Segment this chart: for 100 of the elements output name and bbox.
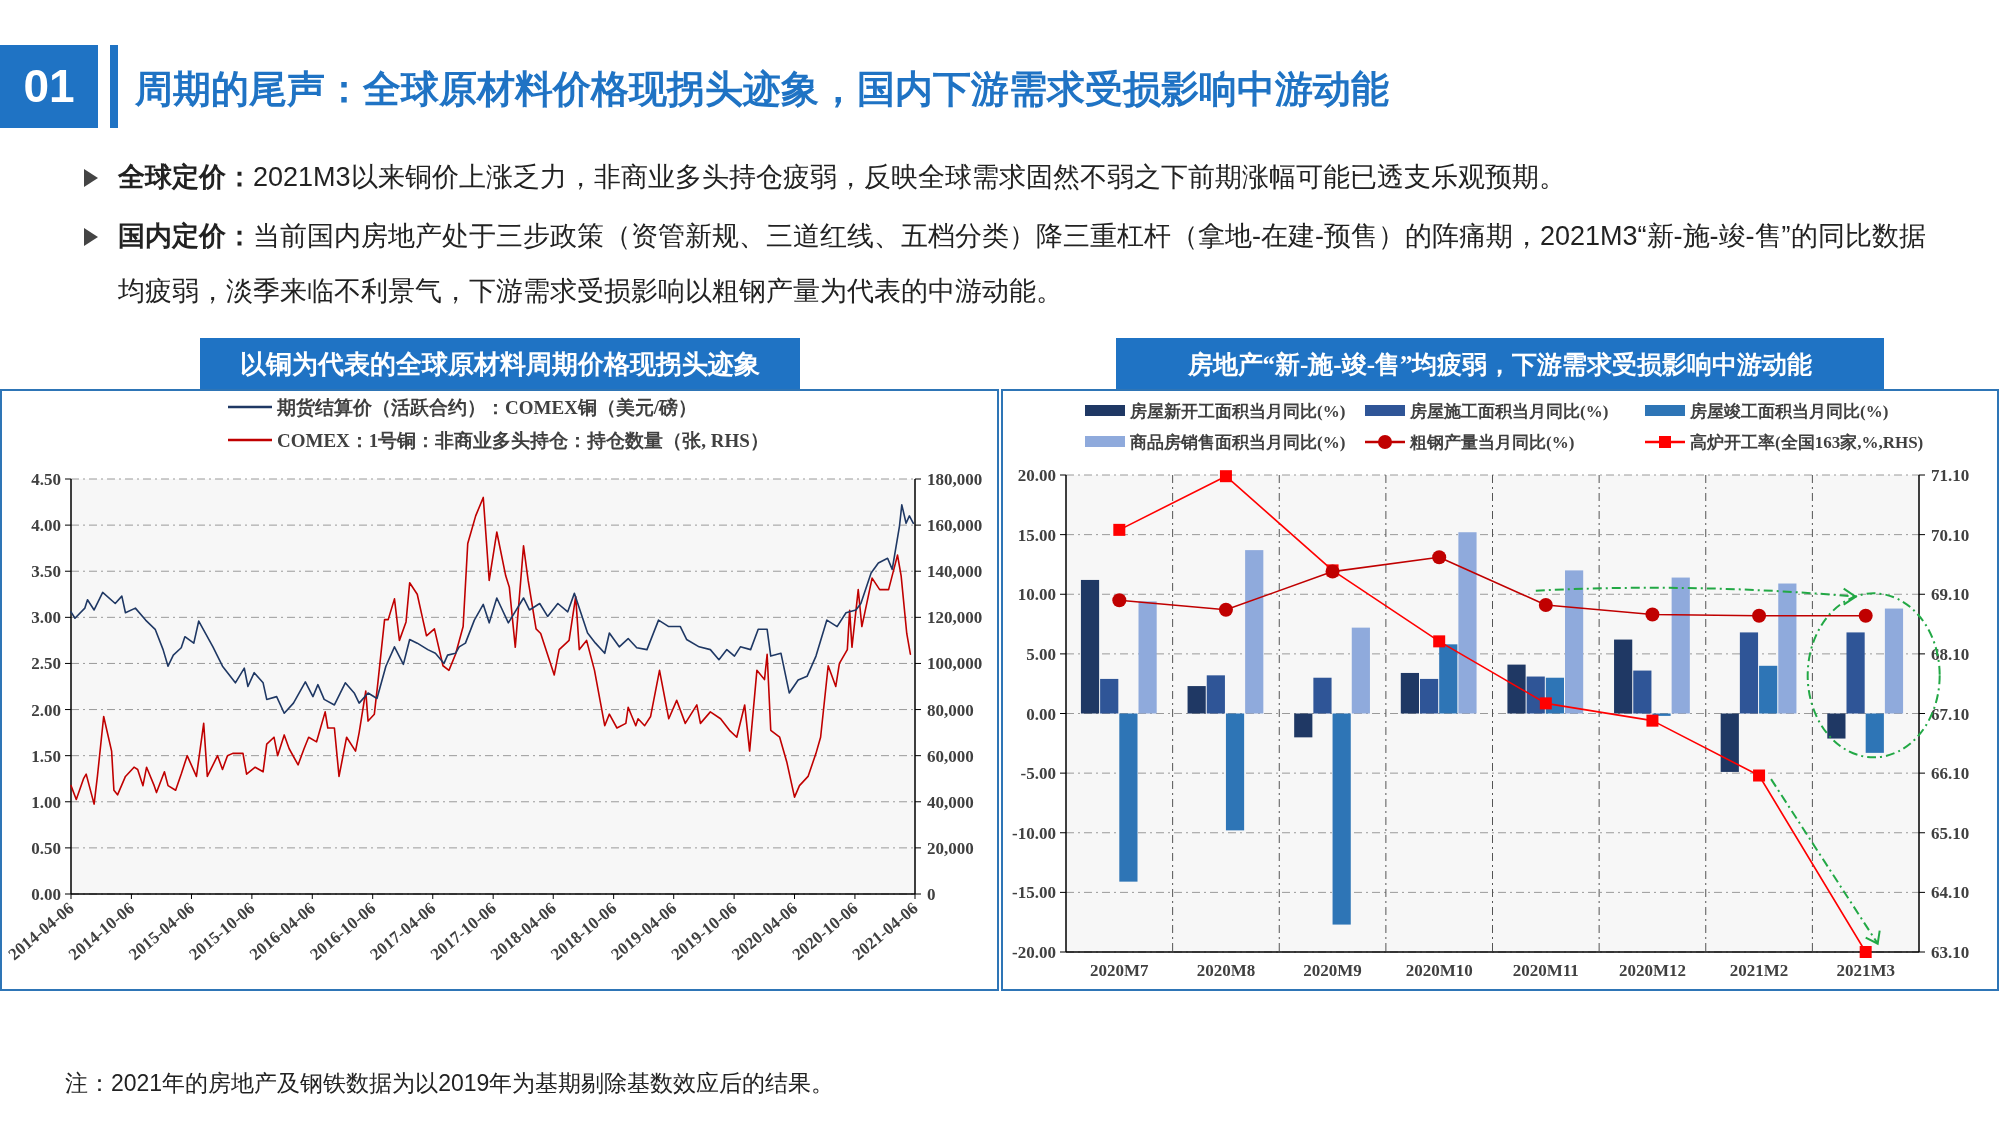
y-tick-label: 3.00 [31,608,61,628]
text: 周期的尾声：全球原材料价格现拐头迹象，国内下游需求受损影响中游动能 [135,67,1389,112]
bar [1294,713,1313,738]
legend-label: 房屋施工面积当月同比(%) [1409,402,1609,422]
y2-tick-label: 80,000 [927,700,974,720]
text: 01 [23,60,75,112]
bar [1187,686,1206,714]
point [1753,769,1766,782]
x-tick-label: 2020M7 [1090,961,1150,980]
bar [1100,678,1119,714]
y-tick-label: 20.00 [1017,466,1056,485]
bar [1332,713,1351,925]
bar [1225,713,1245,831]
bar [1778,583,1797,714]
legend-label: 期货结算价（活跃合约）：COMEX铜（美元/磅） [276,396,698,418]
bar [1351,627,1370,714]
bar [1884,608,1904,714]
x-tick-label: 2021M3 [1836,961,1895,980]
bar [1458,532,1477,714]
bar [1827,713,1846,739]
y-tick-label: 1.50 [31,746,61,766]
bar [1138,601,1157,714]
point [1433,635,1446,648]
bar [1865,713,1884,753]
y-tick-label: 1.00 [31,792,61,812]
bar [1400,672,1419,714]
point [1752,608,1767,623]
y2-tick-label: 0 [927,885,936,904]
y2-tick-label: 20,000 [927,838,974,858]
y-tick-label: -20.00 [1012,943,1056,962]
bar [1206,675,1225,714]
y2-tick-label: 100,000 [927,654,983,674]
x-tick-label: 2020M9 [1303,961,1362,980]
y-tick-label: 2.00 [31,700,61,720]
point [1539,697,1552,710]
text: 注：2021年的房地产及钢铁数据为以2019年为基期剔除基数效应后的结果。 [65,1069,835,1098]
y-tick-label: 10.00 [1017,585,1056,605]
text: 全球定价：2021M3以来铜价上涨乏力，非商业多头持仓疲弱，反映全球需求固然不弱之下前期涨幅可能已透支乐观预期。 [118,161,1567,194]
point [1858,608,1873,623]
y-tick-label: 0.50 [31,838,61,858]
y-tick-label: -15.00 [1012,883,1056,903]
bar [1739,632,1759,714]
point [1113,523,1126,536]
bar [1846,632,1865,714]
text: 国内定价：当前国内房地产处于三步政策（资管新规、三道红线、五档分类）降三重杠杆（拿地-在建-预售）的阵痛期，2021M3“新-施-竣-售”的同比数据均疲弱，淡季来临不利景气，下游需求受损影响以粗钢产量为代表的中游动能。 [118,220,1927,308]
y2-tick-label: 70.10 [1931,525,1970,545]
bar [1080,579,1100,714]
y-tick-label: 2.50 [31,654,61,674]
x-tick-label: 2020M11 [1512,961,1579,980]
y-tick-label: -10.00 [1012,823,1056,843]
bar [1671,577,1690,714]
point [1645,607,1660,622]
legend-label: COMEX：1号铜：非商业多头持仓：持仓数量（张, RHS） [277,429,769,451]
point [1646,714,1659,727]
y2-tick-label: 65.10 [1931,823,1970,843]
point [1218,602,1233,617]
chart-title: 以铜为代表的全球原材料周期价格现拐头迹象 [240,349,760,379]
y-tick-label: 5.00 [1026,644,1056,664]
y2-tick-label: 140,000 [927,562,983,582]
y2-tick-label: 120,000 [927,608,983,628]
bar [1119,713,1138,882]
legend-label: 房屋竣工面积当月同比(%) [1689,402,1889,422]
bar [1313,677,1332,714]
y2-tick-label: 40,000 [927,792,974,812]
bar [1633,670,1652,714]
legend-label: 商品房销售面积当月同比(%) [1129,433,1346,453]
x-tick-label: 2021M2 [1729,961,1789,980]
legend-label: 粗钢产量当月同比(%) [1409,433,1575,453]
y2-tick-label: 67.10 [1931,704,1970,724]
bar [1759,665,1778,714]
y2-tick-label: 66.10 [1931,764,1970,784]
y2-tick-label: 68.10 [1931,644,1970,664]
y2-tick-label: 60,000 [927,746,974,766]
y2-tick-label: 160,000 [927,516,983,536]
line-series [70,504,915,715]
point [1112,593,1127,608]
y-tick-label: 0.00 [1026,704,1056,724]
x-tick-label: 2020M12 [1618,961,1686,980]
legend-label: 高炉开工率(全国163家,%,RHS) [1690,433,1924,453]
bar [1419,678,1439,714]
point [1859,946,1872,958]
line-series [70,496,912,805]
legend-label: 房屋新开工面积当月同比(%) [1129,402,1346,422]
bar [1720,713,1739,772]
y2-tick-label: 180,000 [927,470,983,489]
y-tick-label: 4.00 [31,516,61,536]
chart-title: 房地产“新-施-竣-售”均疲弱，下游需求受损影响中游动能 [1186,350,1813,378]
y-tick-label: -5.00 [1020,764,1056,784]
y2-tick-label: 71.10 [1931,466,1970,485]
bar [1507,664,1526,714]
y2-tick-label: 63.10 [1931,943,1970,962]
y-tick-label: 0.00 [31,885,61,904]
y2-tick-label: 64.10 [1931,883,1970,903]
bar [1614,639,1633,714]
y-tick-label: 15.00 [1017,525,1056,545]
bar [1565,570,1584,714]
y-tick-label: 3.50 [31,562,61,582]
point [1219,470,1232,483]
y2-tick-label: 69.10 [1931,585,1970,605]
point [1538,597,1553,612]
